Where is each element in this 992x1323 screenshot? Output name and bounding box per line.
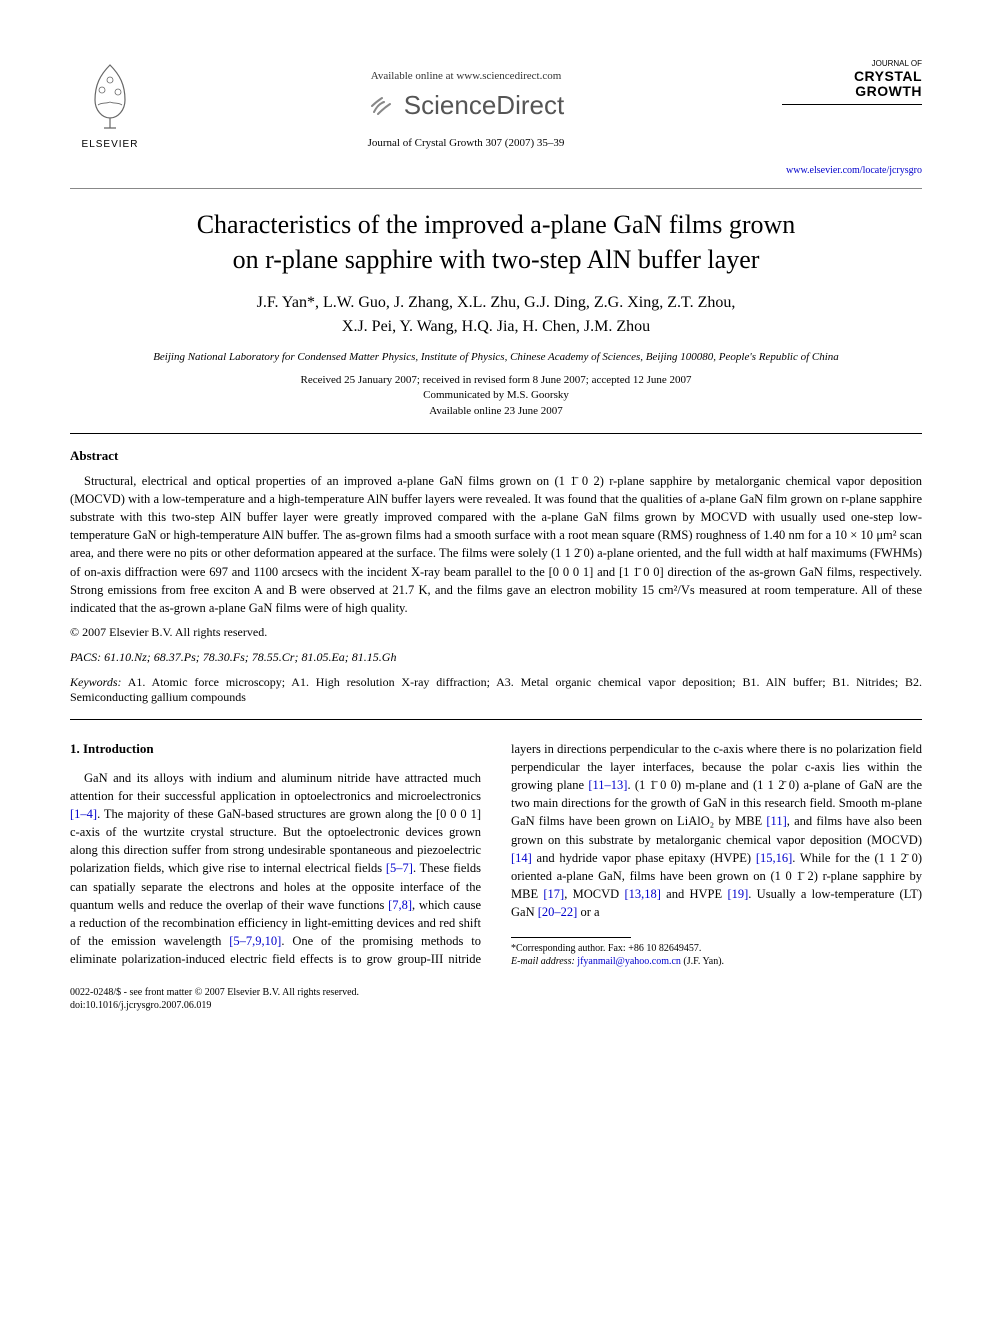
- footnote-rule: [511, 937, 631, 938]
- citation-13-18[interactable]: [13,18]: [624, 887, 660, 901]
- elsevier-label: ELSEVIER: [70, 139, 150, 150]
- article-title: Characteristics of the improved a-plane …: [70, 207, 922, 277]
- email-line: E-mail address: jfyanmail@yahoo.com.cn (…: [511, 955, 922, 968]
- authors-line-2: X.J. Pei, Y. Wang, H.Q. Jia, H. Chen, J.…: [342, 318, 650, 335]
- journal-logo-big1: CRYSTAL: [782, 69, 922, 84]
- keywords-list: A1. Atomic force microscopy; A1. High re…: [70, 675, 922, 704]
- keywords-label: Keywords:: [70, 675, 122, 689]
- citation-11-13[interactable]: [11–13]: [588, 778, 627, 792]
- journal-reference: Journal of Crystal Growth 307 (2007) 35–…: [150, 137, 782, 149]
- online-date: Available online 23 June 2007: [70, 404, 922, 419]
- copyright-footer: 0022-0248/$ - see front matter © 2007 El…: [70, 986, 359, 999]
- email-suffix: (J.F. Yan).: [681, 956, 724, 967]
- sciencedirect-icon: [368, 92, 396, 120]
- affiliation: Beijing National Laboratory for Condense…: [70, 351, 922, 363]
- abstract-body: Structural, electrical and optical prope…: [70, 472, 922, 617]
- email-label: E-mail address:: [511, 956, 577, 967]
- citation-17[interactable]: [17]: [543, 887, 564, 901]
- elsevier-logo: ELSEVIER: [70, 60, 150, 150]
- body-columns: 1. Introduction GaN and its alloys with …: [70, 740, 922, 968]
- authors: J.F. Yan*, L.W. Guo, J. Zhang, X.L. Zhu,…: [70, 291, 922, 339]
- received-date: Received 25 January 2007; received in re…: [70, 373, 922, 388]
- footer-left: 0022-0248/$ - see front matter © 2007 El…: [70, 986, 359, 1012]
- sciencedirect-text: ScienceDirect: [404, 90, 564, 121]
- page-header: ELSEVIER Available online at www.science…: [70, 60, 922, 176]
- doi: doi:10.1016/j.jcrysgro.2007.06.019: [70, 999, 359, 1012]
- citation-15-16[interactable]: [15,16]: [756, 851, 792, 865]
- copyright: © 2007 Elsevier B.V. All rights reserved…: [70, 625, 922, 640]
- intro-heading: 1. Introduction: [70, 740, 481, 759]
- authors-line-1: J.F. Yan*, L.W. Guo, J. Zhang, X.L. Zhu,…: [257, 294, 736, 311]
- citation-19[interactable]: [19]: [727, 887, 748, 901]
- citation-14[interactable]: [14]: [511, 851, 532, 865]
- journal-link[interactable]: www.elsevier.com/locate/jcrysgro: [782, 165, 922, 176]
- author-email[interactable]: jfyanmail@yahoo.com.cn: [577, 956, 681, 967]
- citation-5-7[interactable]: [5–7]: [386, 861, 413, 875]
- article-dates: Received 25 January 2007; received in re…: [70, 373, 922, 419]
- sciencedirect-logo: ScienceDirect: [368, 90, 564, 121]
- available-online-text: Available online at www.sciencedirect.co…: [150, 70, 782, 82]
- citation-11[interactable]: [11]: [766, 814, 786, 828]
- abstract-heading: Abstract: [70, 448, 922, 464]
- header-right: JOURNAL OF CRYSTAL GROWTH www.elsevier.c…: [782, 60, 922, 176]
- communicated-by: Communicated by M.S. Goorsky: [70, 388, 922, 403]
- corresponding-author-footnote: *Corresponding author. Fax: +86 10 82649…: [511, 942, 922, 968]
- corresponding-author: *Corresponding author. Fax: +86 10 82649…: [511, 942, 922, 955]
- citation-5-7-9-10[interactable]: [5–7,9,10]: [229, 934, 281, 948]
- keywords: Keywords: A1. Atomic force microscopy; A…: [70, 675, 922, 705]
- journal-logo-big2: GROWTH: [782, 84, 922, 99]
- elsevier-tree-icon: [80, 60, 140, 130]
- pacs-codes: PACS: 61.10.Nz; 68.37.Ps; 78.30.Fs; 78.5…: [70, 650, 922, 665]
- header-center: Available online at www.sciencedirect.co…: [150, 60, 782, 149]
- citation-7-8[interactable]: [7,8]: [388, 898, 412, 912]
- title-line-2: on r-plane sapphire with two-step AlN bu…: [233, 245, 760, 274]
- citation-1-4[interactable]: [1–4]: [70, 807, 97, 821]
- journal-logo: JOURNAL OF CRYSTAL GROWTH: [782, 60, 922, 100]
- title-line-1: Characteristics of the improved a-plane …: [197, 210, 796, 239]
- intro-paragraph: GaN and its alloys with indium and alumi…: [70, 740, 922, 968]
- citation-20-22[interactable]: [20–22]: [538, 905, 578, 919]
- page-footer: 0022-0248/$ - see front matter © 2007 El…: [70, 986, 922, 1012]
